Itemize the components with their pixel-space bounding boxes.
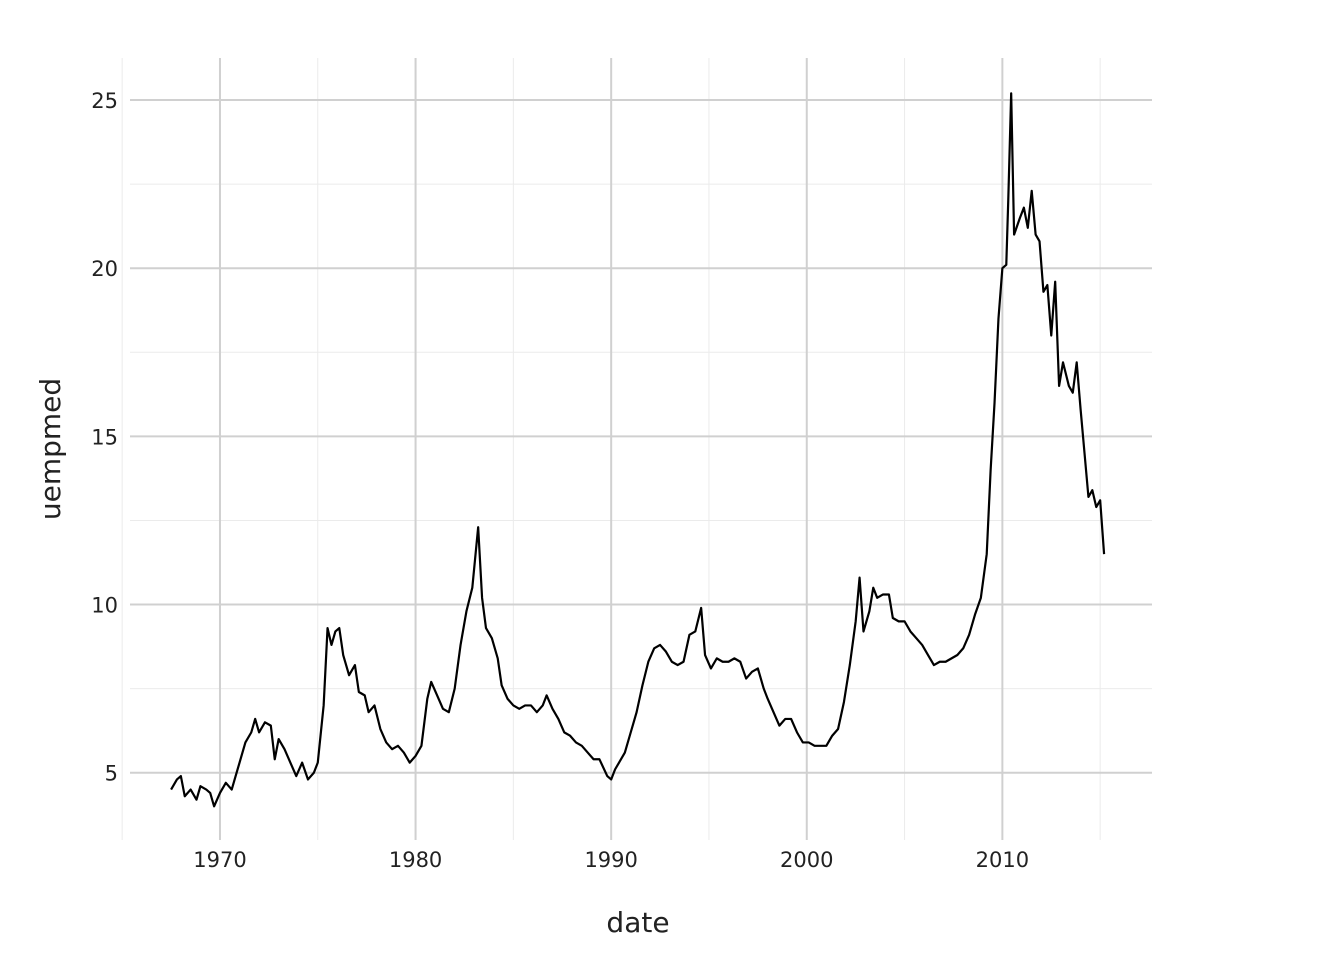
x-axis-title: date [606, 906, 669, 939]
y-tick-label: 15 [91, 425, 118, 449]
x-tick-label: 1970 [193, 848, 246, 872]
y-tick-label: 10 [91, 594, 118, 618]
x-tick-label: 1980 [389, 848, 442, 872]
data-line [170, 92, 1106, 808]
y-tick-label: 20 [91, 257, 118, 281]
y-tick-label: 25 [91, 89, 118, 113]
y-axis-title: uempmed [34, 378, 67, 520]
x-tick-label: 2010 [976, 848, 1029, 872]
x-tick-label: 2000 [780, 848, 833, 872]
x-tick-label: 1990 [584, 848, 637, 872]
y-tick-label: 5 [105, 762, 118, 786]
